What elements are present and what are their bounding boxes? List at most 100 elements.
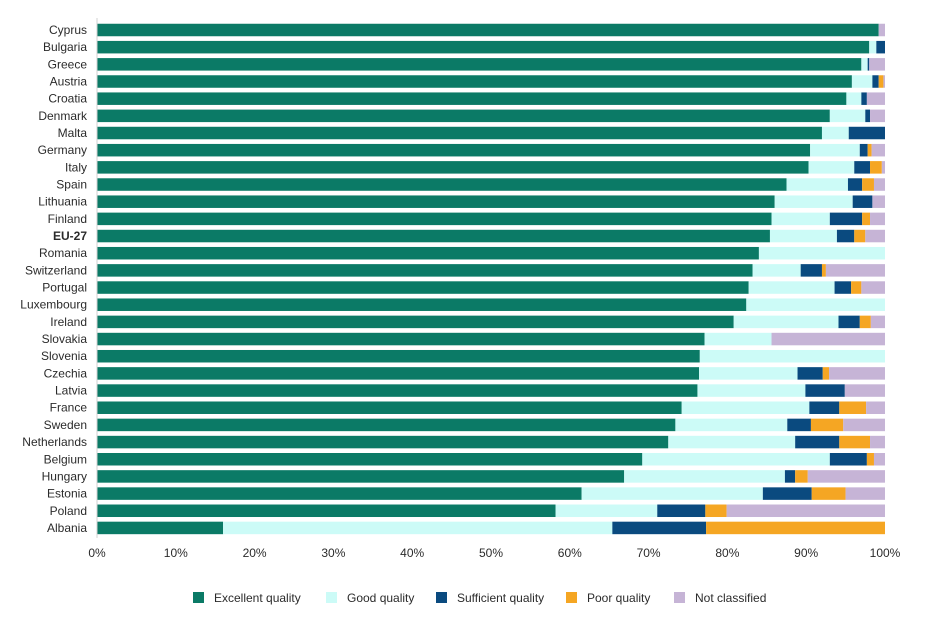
category-label: Portugal bbox=[42, 281, 87, 295]
bar-segment bbox=[555, 504, 658, 518]
bar-segment bbox=[97, 212, 772, 226]
bar-segment bbox=[97, 401, 682, 414]
bar-segment bbox=[829, 109, 866, 123]
bar-segment bbox=[97, 504, 556, 518]
bar-segment bbox=[624, 470, 785, 483]
bar-segment bbox=[881, 161, 885, 174]
legend: Excellent quality Good quality Sufficient … bbox=[193, 591, 766, 605]
bar-segment bbox=[97, 264, 753, 277]
bar-segment bbox=[862, 212, 871, 226]
bar-segment bbox=[859, 143, 868, 157]
bar-segment bbox=[862, 178, 874, 191]
bar-segment bbox=[771, 332, 885, 346]
bar-segment bbox=[612, 521, 707, 535]
bar-segment bbox=[870, 109, 885, 123]
category-label: Malta bbox=[58, 126, 88, 140]
legend-label: Sufficient quality bbox=[457, 591, 544, 605]
bar-segment bbox=[642, 453, 830, 466]
legend-item: Poor quality bbox=[566, 591, 650, 605]
bar-segment bbox=[869, 58, 885, 71]
bar-segment bbox=[97, 109, 830, 123]
category-label: Sweden bbox=[44, 418, 87, 432]
bar-segment bbox=[97, 470, 625, 483]
bar-segment bbox=[810, 143, 860, 157]
bar-segment bbox=[97, 126, 822, 140]
bar-segment bbox=[97, 229, 770, 243]
bars-layer bbox=[97, 23, 885, 535]
bar-segment bbox=[866, 92, 885, 105]
bar-segment bbox=[810, 418, 844, 432]
bar-segment bbox=[769, 229, 837, 243]
bar-segment bbox=[748, 281, 835, 294]
category-label: Czechia bbox=[44, 366, 88, 380]
category-label: Cyprus bbox=[49, 23, 87, 37]
category-label: Netherlands bbox=[22, 435, 87, 449]
bar-segment bbox=[795, 470, 808, 483]
bar-segment bbox=[97, 195, 775, 208]
x-tick-label: 10% bbox=[164, 546, 188, 560]
bar-segment bbox=[845, 487, 885, 500]
bar-segment bbox=[733, 315, 839, 329]
bar-segment bbox=[844, 384, 885, 397]
bar-segment bbox=[829, 453, 867, 466]
bar-segment bbox=[97, 367, 700, 380]
bar-segment bbox=[878, 75, 884, 88]
category-label: Slovenia bbox=[41, 349, 87, 363]
bar-segment bbox=[97, 75, 852, 88]
legend-swatch bbox=[193, 592, 204, 603]
bar-segment bbox=[836, 229, 855, 243]
bar-segment bbox=[854, 161, 871, 174]
bar-segment bbox=[872, 75, 879, 88]
category-labels: Cyprus Bulgaria Greece Austria Croatia Denmar… bbox=[20, 23, 88, 535]
category-label: Slovakia bbox=[42, 332, 88, 346]
bar-segment bbox=[774, 195, 853, 208]
bar-segment bbox=[97, 246, 759, 260]
category-label: Ireland bbox=[50, 315, 87, 329]
bar-segment bbox=[787, 418, 811, 432]
category-label: Luxembourg bbox=[20, 298, 87, 312]
category-label: Hungary bbox=[42, 469, 87, 483]
legend-swatch bbox=[566, 592, 577, 603]
legend-item: Good quality bbox=[326, 591, 414, 605]
bar-segment bbox=[97, 143, 811, 157]
bar-segment bbox=[809, 401, 840, 414]
bar-segment bbox=[867, 143, 872, 157]
bar-segment bbox=[821, 264, 826, 277]
bar-segment bbox=[869, 40, 877, 54]
bar-segment bbox=[866, 401, 885, 414]
bar-segment bbox=[675, 418, 788, 432]
category-label: France bbox=[50, 401, 88, 415]
x-tick-label: 50% bbox=[479, 546, 503, 560]
bar-segment bbox=[706, 521, 885, 535]
bar-segment bbox=[752, 264, 801, 277]
bar-segment bbox=[851, 75, 873, 88]
x-tick-label: 100% bbox=[870, 546, 901, 560]
category-label: Austria bbox=[50, 75, 88, 89]
bar-segment bbox=[854, 229, 866, 243]
x-tick-label: 0% bbox=[88, 546, 106, 560]
bar-segment bbox=[866, 453, 874, 466]
legend-swatch bbox=[436, 592, 447, 603]
bar-segment bbox=[746, 298, 885, 311]
bar-segment bbox=[838, 315, 860, 329]
category-label: Estonia bbox=[47, 487, 87, 501]
legend-swatch bbox=[326, 592, 337, 603]
legend-item: Excellent quality bbox=[193, 591, 301, 605]
bar-segment bbox=[771, 212, 830, 226]
bar-segment bbox=[97, 487, 582, 500]
bar-segment bbox=[726, 504, 885, 518]
bar-segment bbox=[699, 367, 798, 380]
bar-segment bbox=[865, 109, 871, 123]
bar-segment bbox=[97, 92, 847, 105]
bar-segment bbox=[97, 40, 870, 54]
bar-segment bbox=[762, 487, 812, 500]
bar-segment bbox=[758, 246, 885, 260]
bar-segment bbox=[97, 23, 879, 37]
bar-segment bbox=[839, 401, 867, 414]
category-label: Poland bbox=[50, 504, 87, 518]
bar-segment bbox=[704, 332, 772, 346]
x-tick-label: 70% bbox=[637, 546, 661, 560]
category-label: Spain bbox=[56, 178, 87, 192]
legend-label: Not classified bbox=[695, 591, 766, 605]
